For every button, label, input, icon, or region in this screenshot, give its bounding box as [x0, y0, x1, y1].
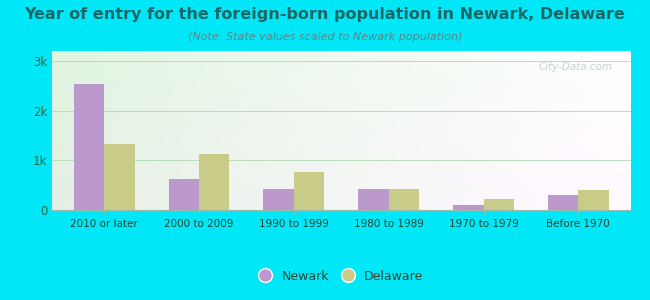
Bar [358, 189, 389, 210]
Bar [168, 179, 199, 210]
Bar [484, 199, 514, 210]
Bar [294, 172, 324, 210]
Bar [104, 144, 135, 210]
Legend: Newark, Delaware: Newark, Delaware [259, 270, 423, 283]
Bar [548, 195, 578, 210]
Bar [74, 84, 104, 210]
Text: (Note: State values scaled to Newark population): (Note: State values scaled to Newark pop… [188, 32, 462, 41]
Bar [389, 189, 419, 210]
Bar [199, 154, 229, 210]
Text: City-Data.com: City-Data.com [539, 62, 613, 72]
Bar [578, 190, 608, 210]
Bar [453, 205, 484, 210]
Bar [263, 189, 294, 210]
Text: Year of entry for the foreign-born population in Newark, Delaware: Year of entry for the foreign-born popul… [25, 8, 625, 22]
